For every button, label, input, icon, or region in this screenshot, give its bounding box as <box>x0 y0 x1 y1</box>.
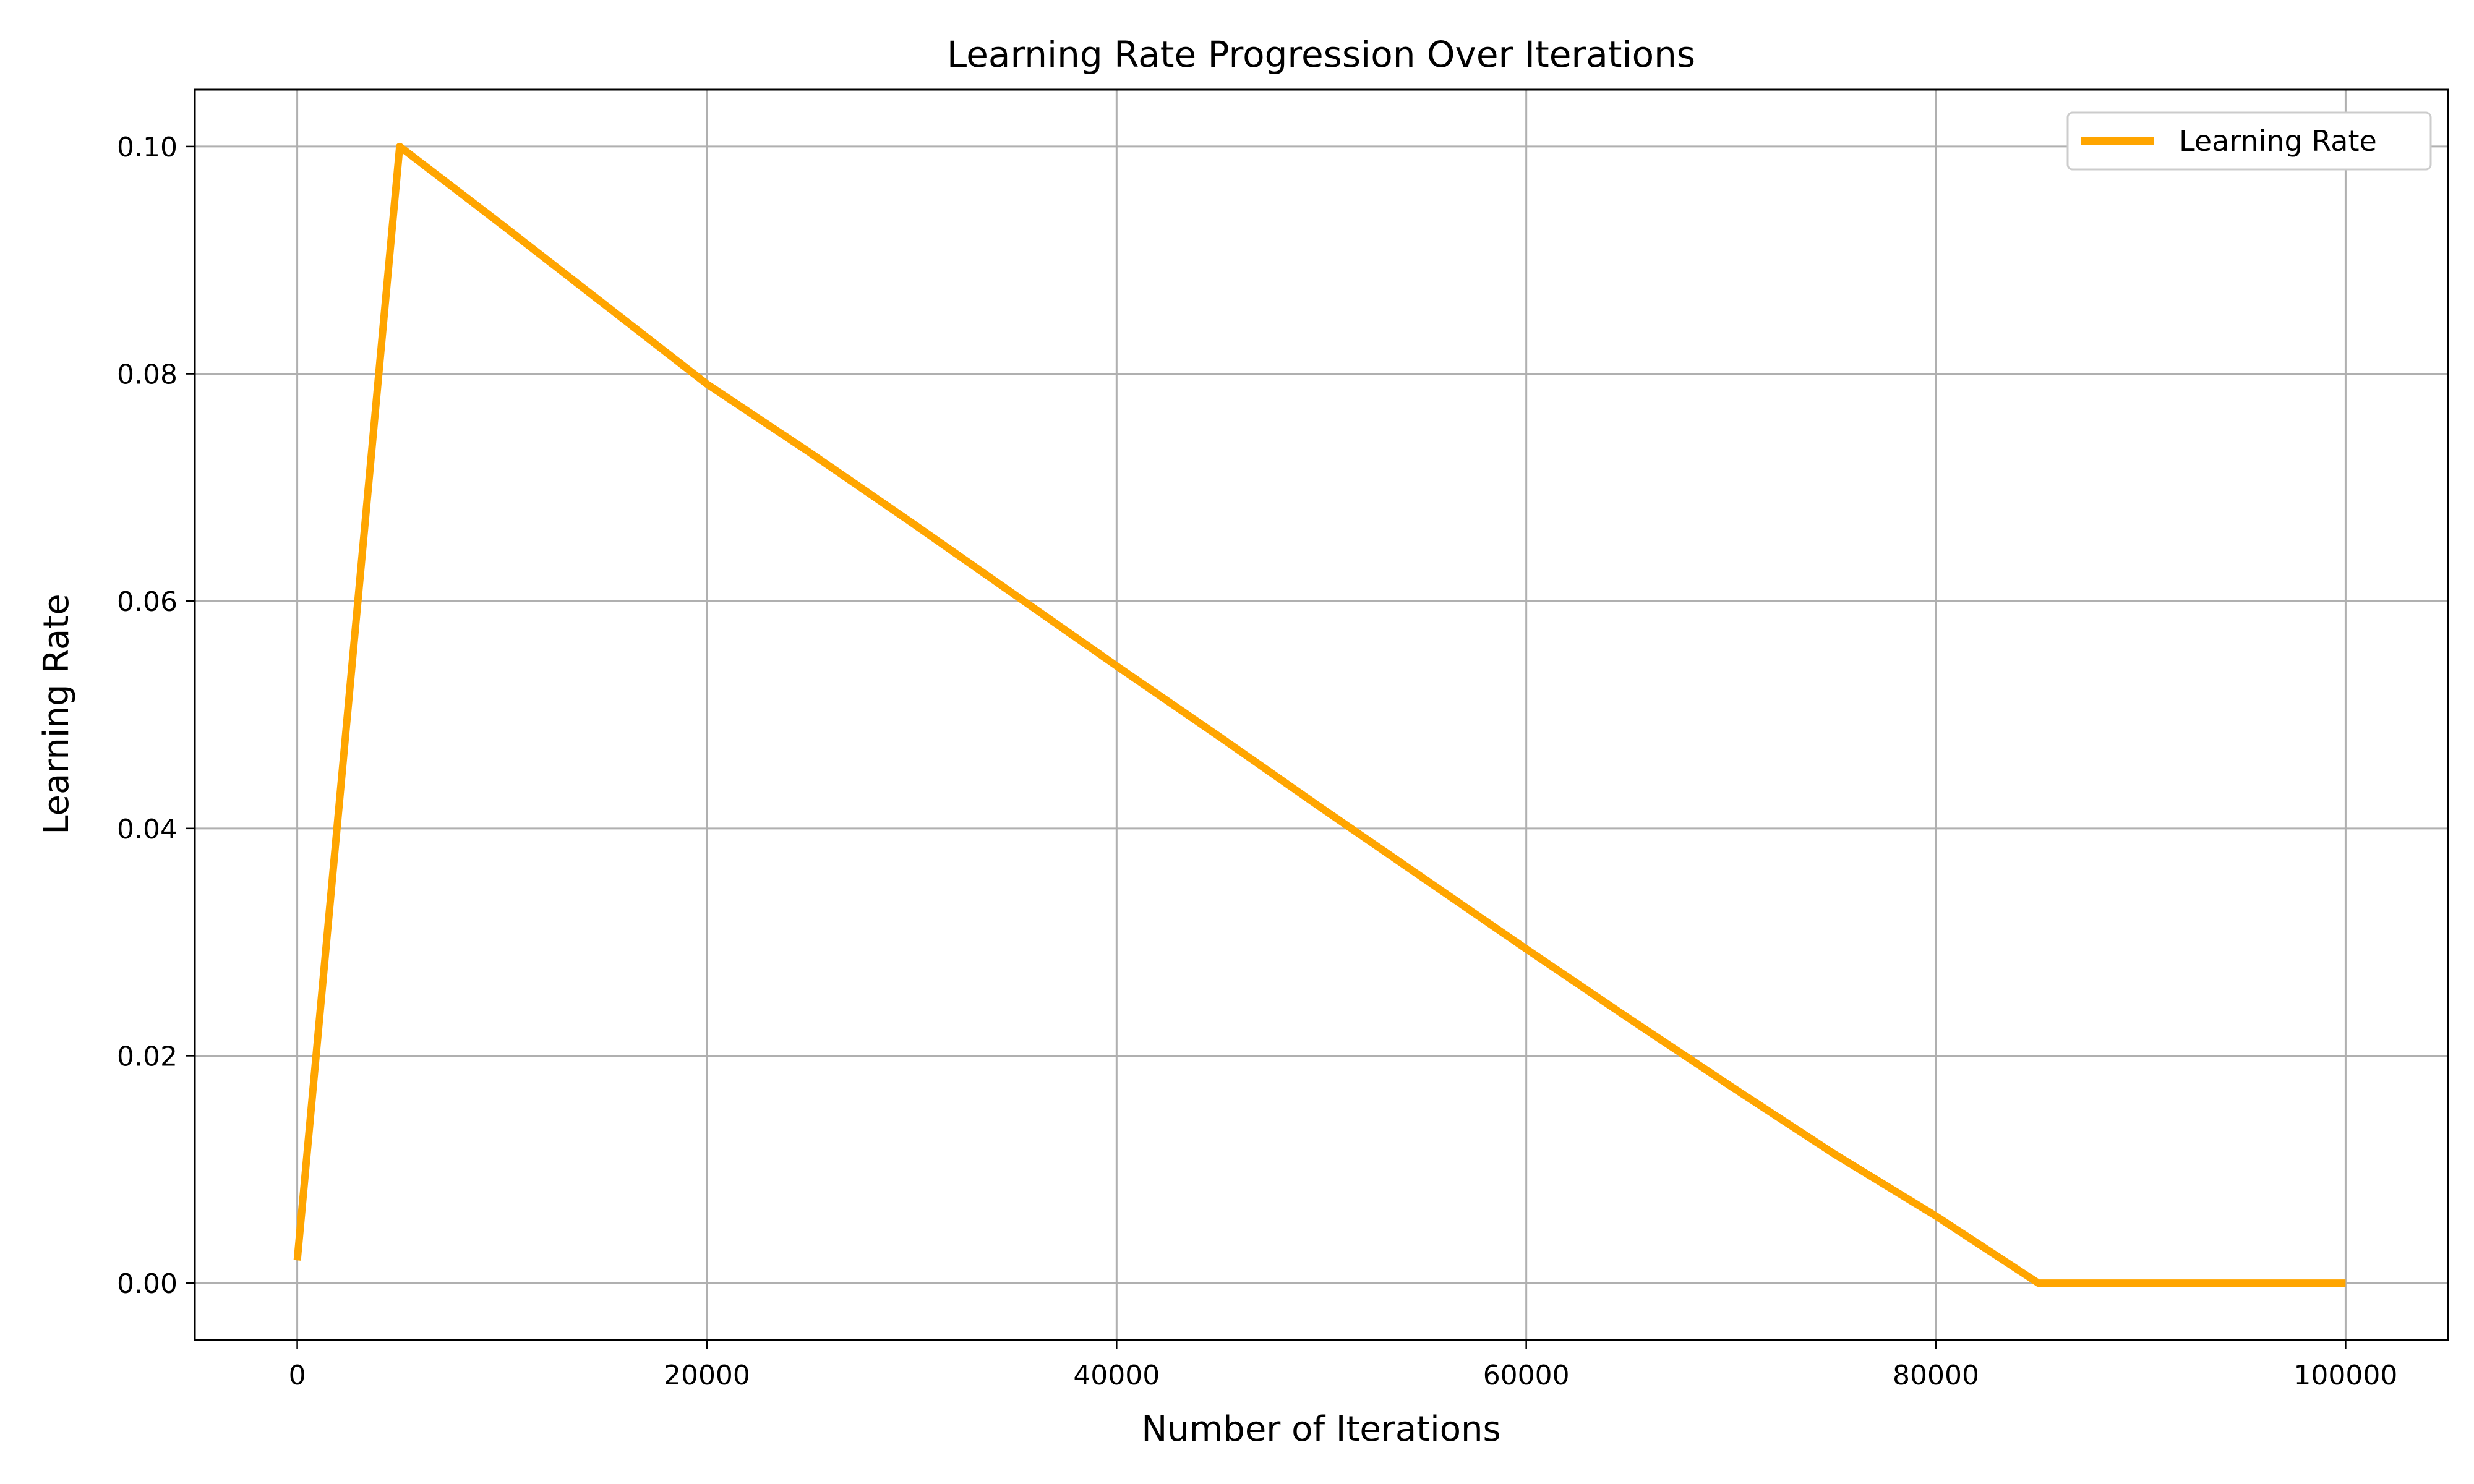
y-tick-label: 0.02 <box>117 1041 178 1072</box>
x-tick-label: 20000 <box>664 1360 750 1391</box>
legend: Learning Rate <box>2066 111 2432 171</box>
legend-box <box>2066 111 2432 171</box>
plot-frame <box>194 88 2449 1341</box>
series-group <box>293 142 2346 1287</box>
x-tick-label: 80000 <box>1893 1360 1979 1391</box>
grid <box>195 90 2448 1340</box>
y-tick-label: 0.08 <box>117 359 178 391</box>
x-axis-label: Number of Iterations <box>1141 1409 1500 1449</box>
legend-label-learning-rate: Learning Rate <box>2179 124 2377 158</box>
y-tick-label: 0.04 <box>117 814 178 845</box>
series-line-learning-rate <box>293 142 2346 1287</box>
y-tick-label: 0.10 <box>117 132 178 163</box>
y-tick-label: 0.00 <box>117 1268 178 1300</box>
x-tick-label: 100000 <box>2293 1360 2397 1391</box>
x-tick-label: 40000 <box>1073 1360 1160 1391</box>
x-axis: 0 20000 40000 60000 80000 100000 <box>289 1340 2397 1391</box>
x-tick-label: 60000 <box>1483 1360 1570 1391</box>
y-tick-label: 0.06 <box>117 586 178 618</box>
chart-title: Learning Rate Progression Over Iteration… <box>947 33 1695 75</box>
y-axis: 0.00 0.02 0.04 0.06 0.08 0.10 <box>117 132 195 1300</box>
y-axis-label: Learning Rate <box>36 594 77 834</box>
x-tick-label: 0 <box>289 1360 306 1391</box>
